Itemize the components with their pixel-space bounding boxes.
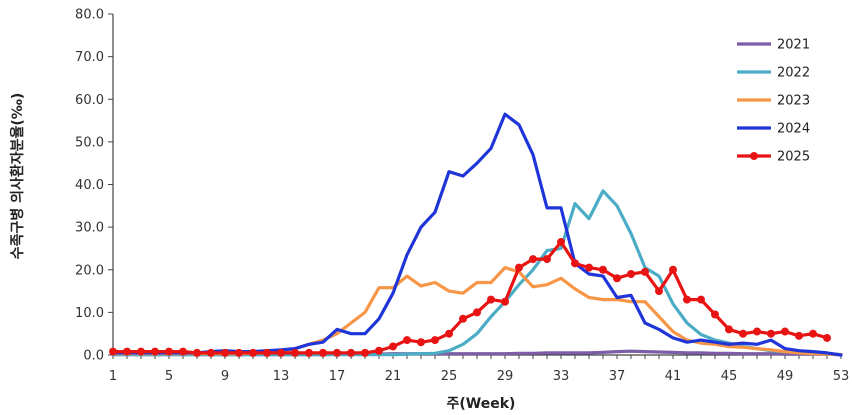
data-point-2025 xyxy=(711,310,719,319)
x-tick-label: 53 xyxy=(833,369,850,384)
y-tick-label: 70.0 xyxy=(75,50,104,65)
data-point-2025 xyxy=(725,325,733,334)
series-line-2025 xyxy=(111,240,829,355)
data-point-2025 xyxy=(109,347,117,356)
data-point-2025 xyxy=(473,308,481,317)
x-tick-label: 1 xyxy=(109,369,117,384)
legend: 2021 2022 2023 2024 2025 xyxy=(737,38,810,165)
data-point-2025 xyxy=(753,327,761,336)
data-point-2025 xyxy=(739,329,747,338)
x-tick-label: 25 xyxy=(441,369,458,384)
data-point-2025 xyxy=(599,265,607,274)
series-line-2024 xyxy=(111,112,843,357)
data-point-2025 xyxy=(361,348,369,357)
data-point-2025 xyxy=(487,295,495,304)
data-point-2025 xyxy=(459,314,467,323)
legend-label: 2021 xyxy=(777,38,810,53)
y-tick-label: 10.0 xyxy=(75,306,104,321)
legend-item-2021: 2021 xyxy=(737,38,810,53)
data-point-2025 xyxy=(809,329,817,338)
legend-label: 2024 xyxy=(777,122,810,137)
data-point-2025 xyxy=(375,346,383,355)
y-tick-label: 60.0 xyxy=(75,93,104,108)
data-point-2025 xyxy=(417,338,425,347)
data-point-2025 xyxy=(823,333,831,342)
data-point-2025 xyxy=(123,347,131,356)
x-tick-label: 9 xyxy=(221,369,229,384)
data-point-2025 xyxy=(165,347,173,356)
axes xyxy=(112,14,841,356)
data-point-2025 xyxy=(795,331,803,340)
x-tick-label: 45 xyxy=(721,369,738,384)
data-point-2025 xyxy=(347,348,355,357)
y-tick-label: 40.0 xyxy=(75,178,104,193)
legend-item-2025: 2025 xyxy=(737,150,810,165)
y-axis-title: 수족구병 의사환자분율(‰) xyxy=(9,93,26,260)
x-tick-label: 29 xyxy=(497,369,514,384)
data-point-2025 xyxy=(389,342,397,351)
data-point-2025 xyxy=(697,295,705,304)
series-2025 xyxy=(109,238,831,357)
data-point-2025 xyxy=(445,329,453,338)
legend-label: 2023 xyxy=(777,94,810,109)
x-axis-title: 주(Week) xyxy=(447,396,516,412)
data-point-2025 xyxy=(767,329,775,338)
data-point-2025 xyxy=(193,348,201,357)
data-point-2025 xyxy=(781,327,789,336)
data-point-2025 xyxy=(277,348,285,357)
x-tick-label: 17 xyxy=(329,369,346,384)
data-point-2025 xyxy=(431,336,439,345)
data-point-2025 xyxy=(585,263,593,272)
y-tick-label: 20.0 xyxy=(75,263,104,278)
data-point-2025 xyxy=(655,287,663,296)
data-point-2025 xyxy=(207,348,215,357)
data-point-2025 xyxy=(151,347,159,356)
data-point-2025 xyxy=(179,347,187,356)
x-tick-label: 41 xyxy=(665,369,682,384)
x-ticks: 1 5 9 13 17 21 25 29 33 37 41 45 49 53 xyxy=(109,355,849,384)
y-ticks: 0.0 10.0 20.0 30.0 40.0 50.0 60.0 70.0 80.0 xyxy=(75,8,113,364)
legend-label: 2025 xyxy=(777,150,810,165)
x-tick-label: 37 xyxy=(609,369,626,384)
data-point-2025 xyxy=(543,255,551,264)
x-tick-label: 21 xyxy=(385,369,402,384)
y-tick-label: 0.0 xyxy=(83,349,104,364)
x-tick-label: 33 xyxy=(553,369,570,384)
data-point-2025 xyxy=(613,274,621,283)
legend-label: 2022 xyxy=(777,66,810,81)
data-point-2025 xyxy=(263,348,271,357)
x-tick-label: 49 xyxy=(777,369,794,384)
series-layer xyxy=(109,112,843,357)
data-point-2025 xyxy=(333,348,341,357)
data-point-2025 xyxy=(221,348,229,357)
data-point-2025 xyxy=(571,259,579,268)
data-point-2025 xyxy=(249,348,257,357)
data-point-2025 xyxy=(501,297,509,306)
data-point-2025 xyxy=(319,348,327,357)
data-point-2025 xyxy=(557,238,565,247)
legend-item-2024: 2024 xyxy=(737,122,810,137)
y-tick-label: 80.0 xyxy=(75,8,104,23)
y-tick-label: 50.0 xyxy=(75,135,104,150)
data-point-2025 xyxy=(683,295,691,304)
data-point-2025 xyxy=(403,336,411,345)
legend-marker xyxy=(750,152,758,160)
series-2024 xyxy=(111,112,843,357)
data-point-2025 xyxy=(641,267,649,276)
legend-item-2022: 2022 xyxy=(737,66,810,81)
legend-item-2023: 2023 xyxy=(737,94,810,109)
data-point-2025 xyxy=(137,347,145,356)
data-point-2025 xyxy=(235,348,243,357)
data-point-2025 xyxy=(291,348,299,357)
data-point-2025 xyxy=(669,265,677,274)
data-point-2025 xyxy=(627,270,635,279)
data-point-2025 xyxy=(515,263,523,272)
x-tick-label: 5 xyxy=(165,369,173,384)
y-tick-label: 30.0 xyxy=(75,221,104,236)
x-tick-label: 13 xyxy=(273,369,290,384)
data-point-2025 xyxy=(305,348,313,357)
data-point-2025 xyxy=(529,255,537,264)
